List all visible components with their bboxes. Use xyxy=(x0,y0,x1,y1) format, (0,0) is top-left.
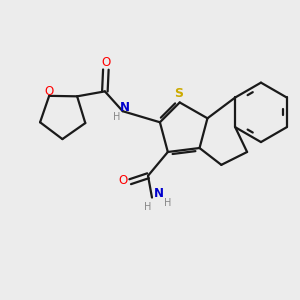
Text: N: N xyxy=(120,101,130,114)
Text: O: O xyxy=(118,174,128,187)
Text: H: H xyxy=(164,197,172,208)
Text: H: H xyxy=(144,202,152,212)
Text: H: H xyxy=(113,112,120,122)
Text: N: N xyxy=(154,187,164,200)
Text: S: S xyxy=(174,87,183,100)
Text: O: O xyxy=(101,56,110,69)
Text: O: O xyxy=(45,85,54,98)
